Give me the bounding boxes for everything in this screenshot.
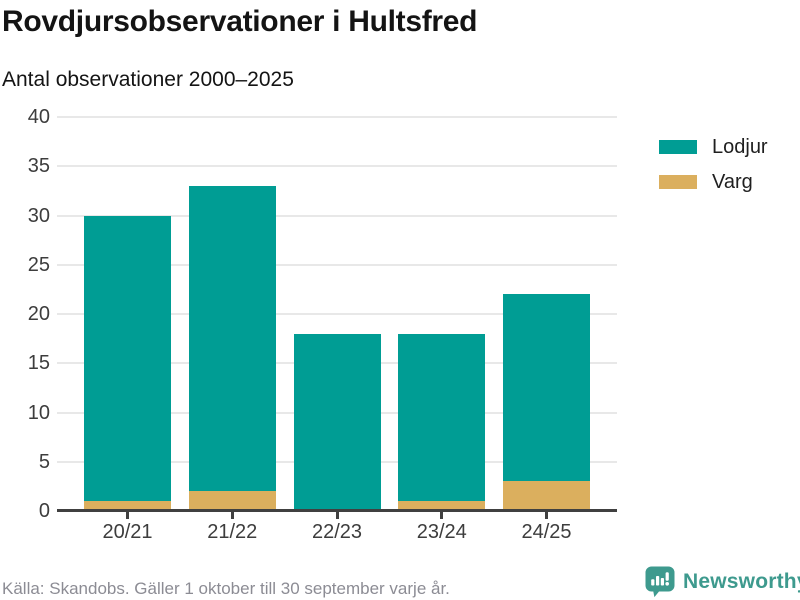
bar-20-21-varg bbox=[84, 501, 171, 511]
gridline-20 bbox=[57, 313, 617, 315]
legend-label: Lodjur bbox=[712, 136, 768, 158]
bar-22-23-lodjur bbox=[293, 333, 381, 511]
bar-23-24-lodjur bbox=[398, 333, 486, 502]
x-axis-tick bbox=[230, 512, 234, 519]
newsworthy-logo-icon bbox=[644, 565, 676, 598]
x-axis-label: 21/22 bbox=[207, 521, 258, 543]
legend-swatch-lodjur bbox=[659, 140, 697, 154]
x-axis-tick bbox=[126, 512, 129, 519]
x-axis-label: 20/21 bbox=[102, 521, 153, 543]
bar-23-24-varg bbox=[398, 501, 486, 511]
gridline-35 bbox=[57, 165, 617, 168]
legend-label: Varg bbox=[712, 171, 753, 193]
y-axis-label: 35 bbox=[27, 155, 50, 178]
gridline-30 bbox=[57, 214, 617, 217]
y-axis-label: 0 bbox=[38, 500, 50, 522]
y-axis-label: 40 bbox=[27, 106, 50, 128]
gridline-25 bbox=[57, 263, 617, 266]
y-axis-label: 30 bbox=[27, 204, 50, 227]
x-axis-tick bbox=[335, 512, 339, 519]
y-axis-label: 15 bbox=[27, 352, 50, 375]
bar-24-25-varg bbox=[503, 481, 590, 511]
bar-20-21-lodjur bbox=[84, 215, 171, 502]
bar-24-25-lodjur bbox=[503, 294, 590, 482]
y-axis-label: 5 bbox=[38, 450, 50, 473]
x-axis-label: 23/24 bbox=[416, 521, 467, 543]
y-axis-label: 20 bbox=[27, 303, 50, 325]
legend-swatch-varg bbox=[659, 175, 697, 189]
legend-item-lodjur: Lodjur bbox=[659, 137, 768, 157]
legend-item-varg: Varg bbox=[659, 172, 768, 192]
source-note: Källa: Skandobs. Gäller 1 oktober till 3… bbox=[2, 579, 450, 598]
newsworthy-brand-label: Newsworthy bbox=[683, 569, 800, 593]
legend: Lodjur Varg bbox=[659, 137, 768, 207]
y-axis-label: 25 bbox=[27, 253, 50, 276]
x-axis-tick bbox=[545, 512, 548, 519]
gridline-40 bbox=[57, 116, 617, 118]
x-axis-label: 24/25 bbox=[521, 521, 572, 543]
x-axis-label: 22/23 bbox=[311, 521, 363, 543]
bar-21-22-lodjur bbox=[188, 185, 276, 492]
newsworthy-brand-link[interactable]: Newsworthy bbox=[644, 565, 800, 598]
y-axis-label: 10 bbox=[27, 401, 50, 424]
page-title: Rovdjursobservationer i Hultsfred bbox=[2, 5, 478, 38]
x-axis-tick bbox=[440, 512, 444, 519]
chart-subtitle: Antal observationer 2000–2025 bbox=[2, 68, 294, 91]
x-axis-line bbox=[57, 509, 617, 512]
bar-21-22-varg bbox=[188, 491, 276, 511]
